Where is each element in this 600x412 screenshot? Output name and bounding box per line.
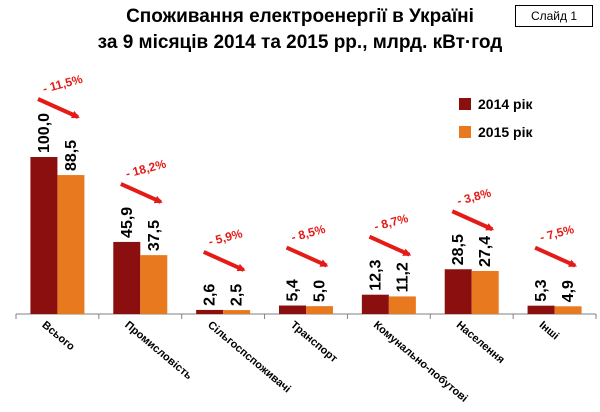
bar-2015	[388, 296, 416, 314]
chart-title-line2: за 9 місяців 2014 та 2015 рр., млрд. кВт…	[97, 32, 503, 53]
data-label-2014: 12,3	[367, 259, 384, 290]
data-label-2015: 5,0	[312, 280, 329, 302]
bar-2015	[57, 175, 85, 314]
change-percent-label: - 8,7%	[373, 211, 410, 234]
data-label-2015: 88,5	[63, 140, 80, 171]
change-percent-label: - 5,9%	[207, 226, 244, 249]
category-label: Сільгоспспоживачі	[205, 319, 293, 395]
data-label-2015: 4,9	[560, 280, 577, 302]
data-label-2015: 37,5	[146, 220, 163, 251]
data-label-2014: 5,4	[285, 279, 302, 301]
change-arrow	[368, 234, 412, 257]
bar-2014	[279, 305, 306, 314]
change-arrow	[285, 245, 329, 268]
category-label: Населення	[454, 319, 507, 366]
data-label-2015: 11,2	[394, 262, 411, 292]
change-percent-label: - 8,5%	[290, 222, 327, 245]
data-label-2015: 2,5	[229, 284, 246, 306]
bar-2014	[196, 309, 224, 314]
legend-label-2015: 2015 рік	[478, 124, 533, 140]
chart-title-line1: Споживання електроенергії в Україні	[126, 6, 474, 27]
change-arrow	[202, 250, 246, 272]
bar-2014	[113, 241, 141, 314]
data-label-2014: 5,3	[533, 279, 550, 301]
change-arrow	[451, 209, 495, 232]
change-arrow	[37, 97, 80, 119]
bar-2014	[527, 305, 555, 314]
data-label-2014: 2,6	[202, 284, 219, 306]
data-label-2015: 27,4	[477, 236, 494, 267]
bar-2015	[140, 255, 168, 314]
category-label: Комунально-побутові	[371, 319, 470, 405]
category-label: Інші	[537, 319, 562, 342]
change-percent-label: - 3,8%	[455, 186, 492, 209]
bar-2014	[361, 294, 389, 314]
change-percent-label: - 18,2%	[124, 157, 168, 181]
bar-2015	[471, 270, 499, 314]
slide-number-badge: Слайд 1	[515, 5, 593, 27]
bar-2015	[554, 306, 582, 314]
change-arrow	[534, 245, 577, 268]
change-percent-label: - 7,5%	[538, 222, 575, 245]
category-label: Транспорт	[288, 319, 340, 365]
bar-2015	[306, 306, 333, 314]
category-label: Всього	[40, 319, 78, 353]
bar-2014	[30, 157, 58, 314]
legend-label-2014: 2014 рік	[478, 96, 533, 112]
change-arrow	[120, 182, 163, 204]
change-percent-label: - 11,5%	[41, 72, 84, 96]
category-label: Промисловість	[122, 319, 194, 382]
legend-swatch-2014	[459, 98, 471, 110]
data-label-2014: 45,9	[119, 207, 136, 238]
bar-2014	[444, 269, 472, 314]
data-label-2014: 28,5	[450, 234, 467, 265]
data-label-2014: 100,0	[36, 113, 53, 153]
legend-swatch-2015	[459, 126, 471, 138]
bar-2015	[223, 310, 251, 314]
